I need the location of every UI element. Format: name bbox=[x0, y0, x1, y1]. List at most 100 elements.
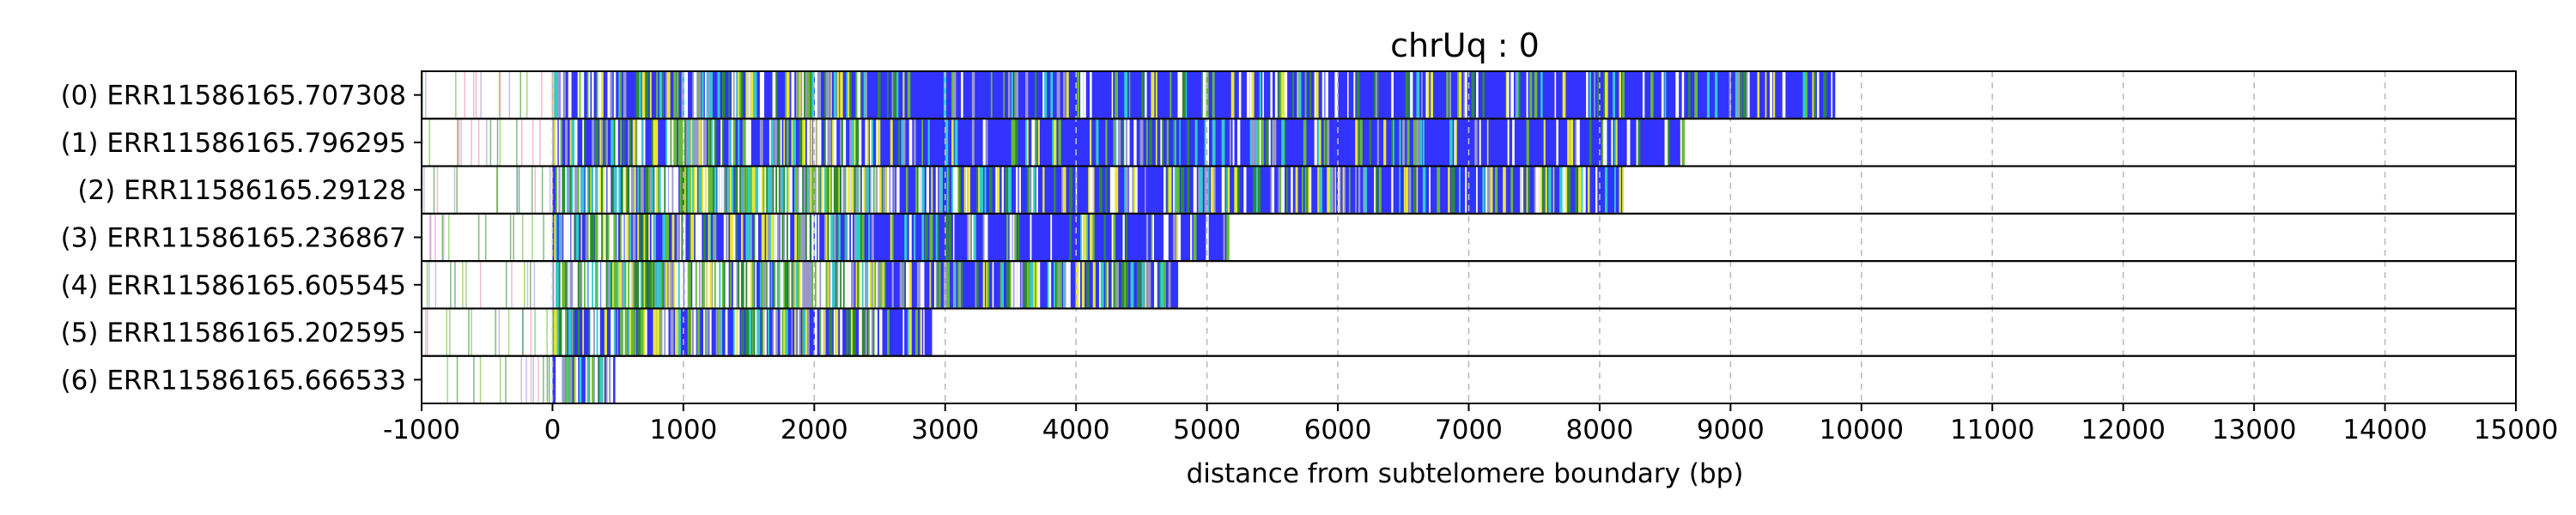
variant-stripe bbox=[596, 262, 599, 308]
variant-stripe bbox=[1339, 167, 1341, 213]
boundary-mark bbox=[505, 356, 507, 403]
variant-stripe bbox=[850, 167, 854, 213]
variant-stripe bbox=[762, 262, 765, 308]
variant-stripe bbox=[1474, 119, 1478, 166]
variant-stripe bbox=[830, 214, 834, 261]
variant-stripe bbox=[821, 167, 823, 213]
variant-stripe bbox=[957, 167, 960, 213]
variant-stripe bbox=[602, 214, 605, 261]
variant-stripe bbox=[816, 119, 819, 166]
variant-stripe bbox=[1494, 167, 1498, 213]
variant-stripe bbox=[1642, 72, 1645, 118]
read-row bbox=[447, 356, 616, 403]
variant-stripe bbox=[577, 72, 581, 118]
variant-stripe bbox=[556, 262, 558, 308]
variant-stripe bbox=[719, 262, 721, 308]
variant-stripe bbox=[1202, 72, 1205, 118]
variant-stripe bbox=[665, 167, 669, 213]
variant-stripe bbox=[613, 262, 617, 308]
variant-stripe bbox=[708, 72, 711, 118]
boundary-mark bbox=[428, 262, 430, 308]
variant-stripe bbox=[1031, 119, 1035, 166]
variant-stripe bbox=[630, 309, 635, 355]
variant-stripe bbox=[1139, 119, 1144, 166]
variant-stripe bbox=[1281, 72, 1285, 118]
variant-stripe bbox=[1262, 72, 1264, 118]
variant-stripe bbox=[1067, 262, 1071, 308]
variant-stripe bbox=[1030, 167, 1033, 213]
variant-stripe bbox=[764, 167, 768, 213]
variant-stripe bbox=[698, 167, 701, 213]
variant-stripe bbox=[1528, 167, 1530, 213]
variant-stripe bbox=[590, 167, 592, 213]
variant-stripe bbox=[654, 167, 657, 213]
variant-stripe bbox=[781, 214, 784, 261]
variant-stripe bbox=[842, 167, 845, 213]
variant-stripe bbox=[939, 262, 941, 308]
variant-stripe bbox=[695, 167, 698, 213]
variant-stripe bbox=[866, 167, 870, 213]
variant-stripe bbox=[1193, 214, 1197, 261]
variant-stripe bbox=[605, 214, 608, 261]
variant-stripe bbox=[787, 262, 791, 308]
variant-stripe bbox=[830, 167, 833, 213]
variant-stripe bbox=[921, 214, 925, 261]
variant-stripe bbox=[1315, 72, 1319, 118]
variant-stripe bbox=[598, 214, 600, 261]
variant-stripe bbox=[1422, 167, 1426, 213]
variant-stripe bbox=[601, 214, 605, 261]
variant-stripe bbox=[848, 167, 849, 213]
boundary-mark bbox=[473, 356, 475, 403]
variant-stripe bbox=[861, 214, 865, 261]
variant-stripe bbox=[607, 262, 611, 308]
variant-stripe bbox=[1358, 119, 1361, 166]
variant-stripe bbox=[751, 262, 755, 308]
variant-stripe bbox=[1035, 262, 1037, 308]
variant-stripe bbox=[723, 262, 726, 308]
variant-stripe bbox=[971, 72, 975, 118]
variant-stripe bbox=[601, 167, 605, 213]
boundary-mark bbox=[498, 309, 501, 355]
variant-stripe bbox=[1323, 119, 1327, 166]
variant-stripe bbox=[797, 72, 800, 118]
variant-stripe bbox=[976, 262, 979, 308]
variant-stripe bbox=[866, 119, 869, 166]
variant-stripe bbox=[1061, 167, 1065, 213]
variant-stripe bbox=[849, 262, 852, 308]
variant-stripe bbox=[656, 72, 659, 118]
variant-stripe bbox=[613, 167, 617, 213]
boundary-mark bbox=[450, 262, 452, 308]
variant-stripe bbox=[740, 309, 744, 355]
variant-stripe bbox=[937, 214, 939, 261]
variant-stripe bbox=[1471, 72, 1475, 118]
boundary-mark bbox=[518, 167, 520, 213]
variant-stripe bbox=[568, 72, 572, 118]
variant-stripe bbox=[617, 309, 618, 355]
variant-stripe bbox=[830, 72, 832, 118]
variant-stripe bbox=[841, 262, 845, 308]
variant-stripe bbox=[1735, 72, 1739, 118]
variant-stripe bbox=[753, 309, 756, 355]
boundary-mark bbox=[543, 356, 544, 403]
variant-stripe bbox=[1228, 167, 1230, 213]
variant-stripe bbox=[1176, 214, 1178, 261]
variant-stripe bbox=[1564, 167, 1567, 213]
variant-stripe bbox=[556, 167, 558, 213]
variant-stripe bbox=[1017, 214, 1020, 261]
variant-stripe bbox=[1355, 119, 1358, 166]
variant-stripe bbox=[1011, 72, 1013, 118]
variant-stripe bbox=[671, 214, 675, 261]
variant-stripe bbox=[775, 214, 779, 261]
boundary-mark bbox=[479, 356, 482, 403]
variant-stripe bbox=[819, 309, 822, 355]
variant-stripe bbox=[1342, 167, 1345, 213]
variant-stripe bbox=[923, 309, 925, 355]
variant-stripe bbox=[819, 119, 822, 166]
variant-stripe bbox=[1014, 72, 1017, 118]
variant-stripe bbox=[738, 119, 740, 166]
variant-stripe bbox=[797, 309, 799, 355]
variant-stripe bbox=[1200, 72, 1203, 118]
variant-stripe bbox=[902, 72, 905, 118]
variant-stripe bbox=[811, 262, 815, 308]
variant-stripe bbox=[786, 72, 790, 118]
